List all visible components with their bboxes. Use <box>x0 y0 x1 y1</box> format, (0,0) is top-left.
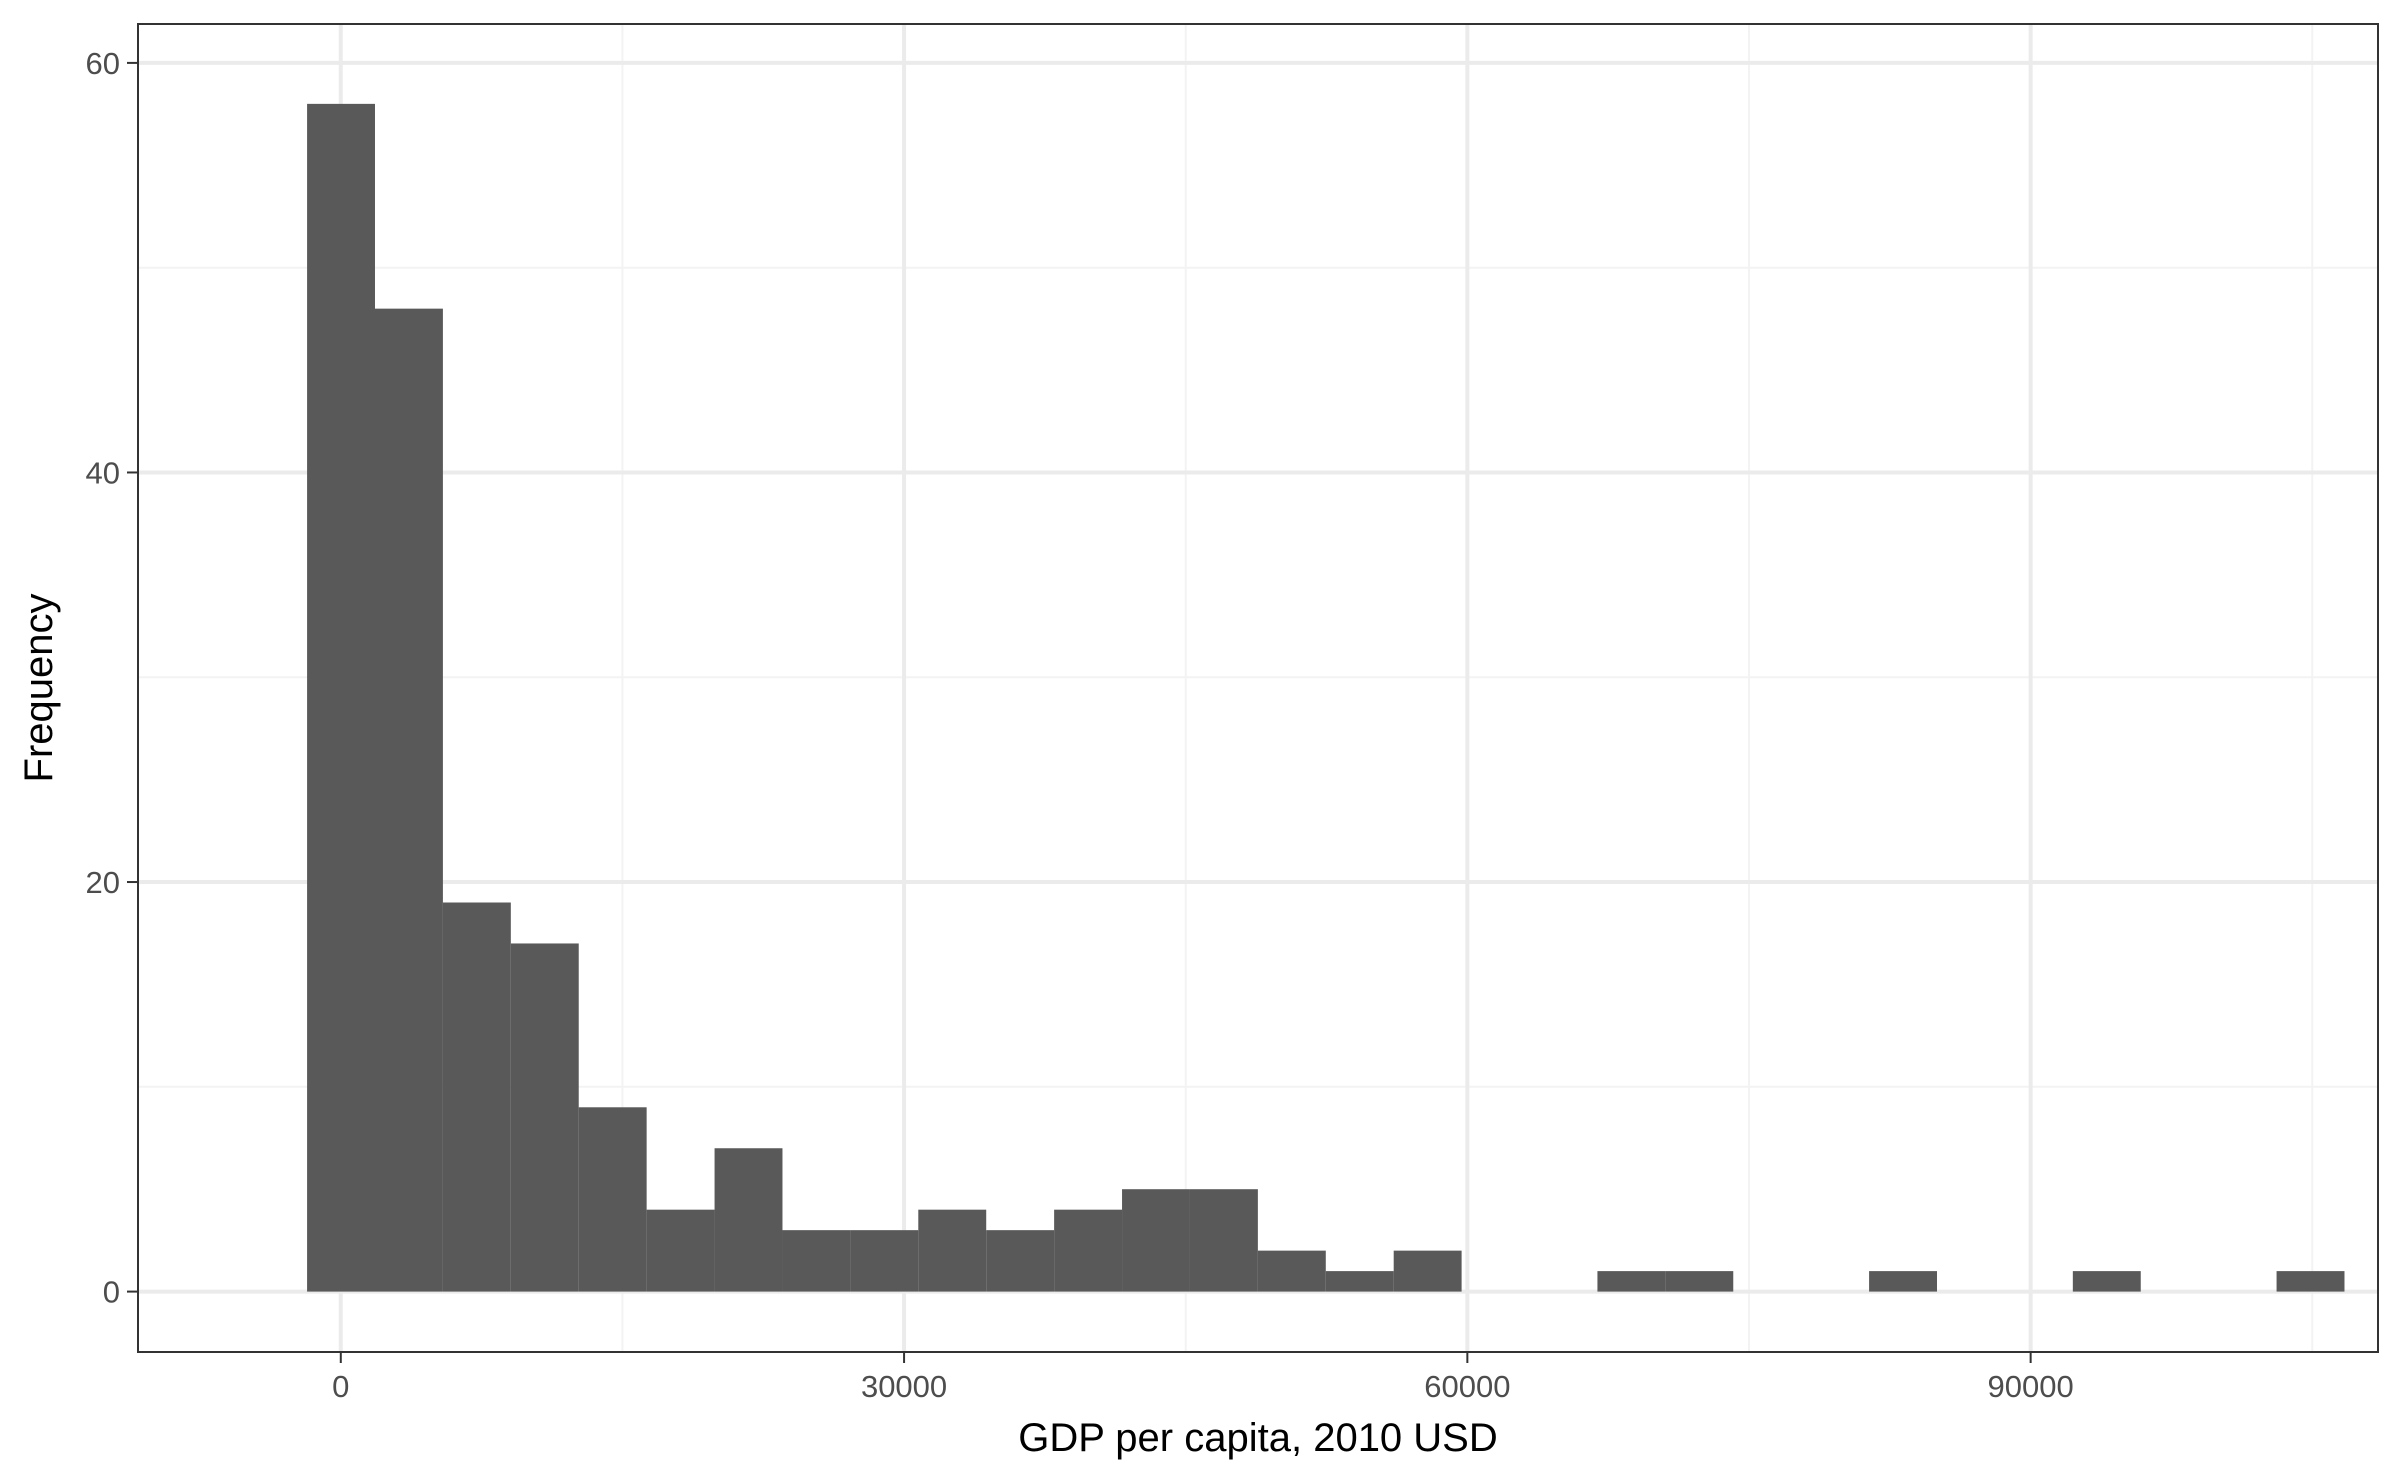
y-tick-label: 40 <box>86 455 120 490</box>
histogram-bar <box>1325 1271 1394 1292</box>
histogram-bar <box>2072 1271 2141 1292</box>
x-tick-label: 0 <box>332 1369 349 1404</box>
histogram-bar <box>307 103 375 1292</box>
x-tick-label: 60000 <box>1424 1369 1510 1404</box>
panel-border <box>137 23 2379 1353</box>
histogram-bars <box>307 103 2345 1292</box>
histogram-bar <box>714 1148 783 1292</box>
y-axis-title: Frequency <box>17 594 61 783</box>
histogram-bar <box>442 902 511 1292</box>
histogram-bar <box>850 1230 919 1292</box>
histogram-bar <box>510 943 579 1292</box>
y-axis: 0 20 40 60 <box>86 46 138 1310</box>
histogram-bar <box>374 308 443 1292</box>
x-tick-label: 90000 <box>1988 1369 2074 1404</box>
histogram-bar <box>782 1230 851 1292</box>
histogram-bar <box>1054 1209 1123 1292</box>
histogram-bar <box>1257 1250 1326 1292</box>
x-axis: 0 30000 60000 90000 <box>332 1352 2074 1404</box>
histogram-bar <box>1597 1271 1666 1292</box>
histogram-bar <box>646 1209 715 1292</box>
histogram-bar <box>1189 1189 1258 1292</box>
histogram-bar <box>578 1107 647 1292</box>
histogram-bar <box>918 1209 987 1292</box>
y-tick-label: 0 <box>103 1275 120 1310</box>
histogram-bar <box>986 1230 1055 1292</box>
histogram-bar <box>1393 1250 1462 1292</box>
histogram-bar <box>1869 1271 1938 1292</box>
histogram-bar <box>2276 1271 2345 1292</box>
y-tick-label: 20 <box>86 865 120 900</box>
histogram-bar <box>1122 1189 1190 1292</box>
plot-panel <box>137 23 2379 1353</box>
x-axis-title: GDP per capita, 2010 USD <box>1018 1416 1498 1460</box>
x-tick-label: 30000 <box>861 1369 947 1404</box>
histogram-bar <box>1665 1271 1734 1292</box>
y-tick-label: 60 <box>86 46 120 81</box>
